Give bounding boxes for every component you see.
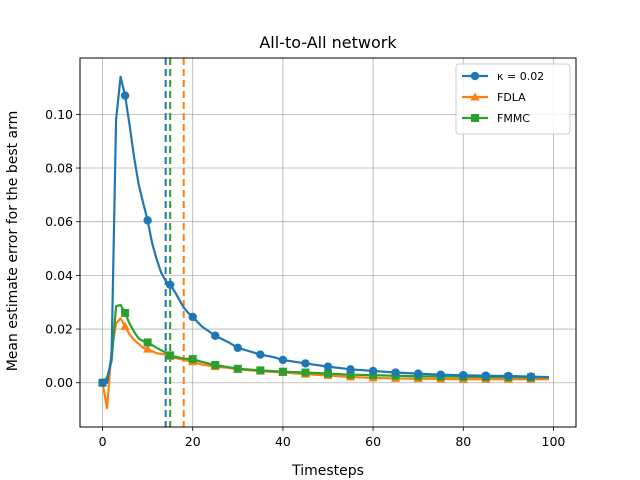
data-point — [233, 343, 243, 353]
data-point — [301, 368, 310, 377]
data-point — [256, 366, 265, 375]
data-point — [98, 378, 107, 387]
series-line — [101, 303, 549, 384]
data-point — [121, 308, 130, 317]
legend-item: FDLA — [462, 91, 526, 104]
x-tick-label: 20 — [185, 434, 201, 449]
y-tick-label: 0.02 — [45, 322, 73, 337]
series-layer — [97, 75, 549, 410]
x-tick-label: 100 — [542, 434, 566, 449]
data-point — [143, 216, 152, 225]
data-point — [368, 366, 378, 376]
data-point — [526, 372, 536, 381]
data-point — [233, 364, 242, 373]
y-tick-label: 0.00 — [45, 375, 73, 390]
data-point — [471, 114, 479, 122]
threshold-lines — [164, 58, 185, 427]
x-axis-label: Timesteps — [291, 463, 364, 479]
data-point — [470, 71, 480, 81]
data-point — [459, 371, 468, 380]
legend: κ = 0.02 FDLA FMMC — [455, 63, 571, 135]
data-point — [188, 312, 197, 322]
y-tick-label: 0.10 — [45, 107, 73, 122]
legend-label: FMMC — [497, 112, 530, 125]
data-point — [166, 351, 175, 360]
x-tick-label: 0 — [99, 434, 107, 449]
data-point — [278, 367, 287, 376]
series-circle — [98, 75, 549, 387]
ticks: 0 20 40 60 80 100 0.00 0.02 0.04 0.06 0.08 0.10 — [45, 107, 565, 449]
data-point — [256, 350, 265, 359]
series-line — [101, 317, 549, 410]
data-point — [301, 359, 310, 368]
data-point — [323, 362, 333, 371]
legend-label: κ = 0.02 — [497, 70, 544, 83]
legend-item: κ = 0.02 — [462, 70, 544, 83]
y-tick-label: 0.08 — [45, 161, 73, 176]
data-point — [369, 371, 378, 380]
x-tick-label: 60 — [365, 434, 381, 449]
data-point — [211, 331, 220, 340]
legend-label: FDLA — [497, 91, 526, 104]
data-point — [391, 368, 400, 377]
data-point — [346, 365, 355, 374]
legend-item: FMMC — [462, 112, 530, 125]
data-point — [143, 344, 153, 353]
data-point — [413, 369, 423, 378]
legend-box — [455, 63, 571, 135]
data-point — [436, 370, 445, 379]
data-point — [481, 371, 491, 380]
data-point — [165, 280, 175, 289]
data-point — [504, 371, 513, 381]
y-axis-label: Mean estimate error for the best arm — [5, 111, 21, 372]
x-tick-label: 80 — [455, 434, 471, 449]
y-tick-label: 0.04 — [45, 268, 73, 283]
x-tick-label: 40 — [275, 434, 291, 449]
data-point — [346, 370, 355, 379]
data-point — [324, 369, 332, 378]
y-tick-label: 0.06 — [45, 214, 73, 229]
chart-title: All-to-All network — [259, 33, 397, 52]
data-point — [143, 338, 152, 347]
data-point — [188, 355, 197, 364]
plot-frame — [79, 57, 577, 428]
data-point — [278, 355, 288, 365]
data-point — [120, 91, 130, 100]
data-point — [120, 321, 130, 330]
data-point — [470, 92, 480, 101]
data-point — [211, 361, 220, 370]
